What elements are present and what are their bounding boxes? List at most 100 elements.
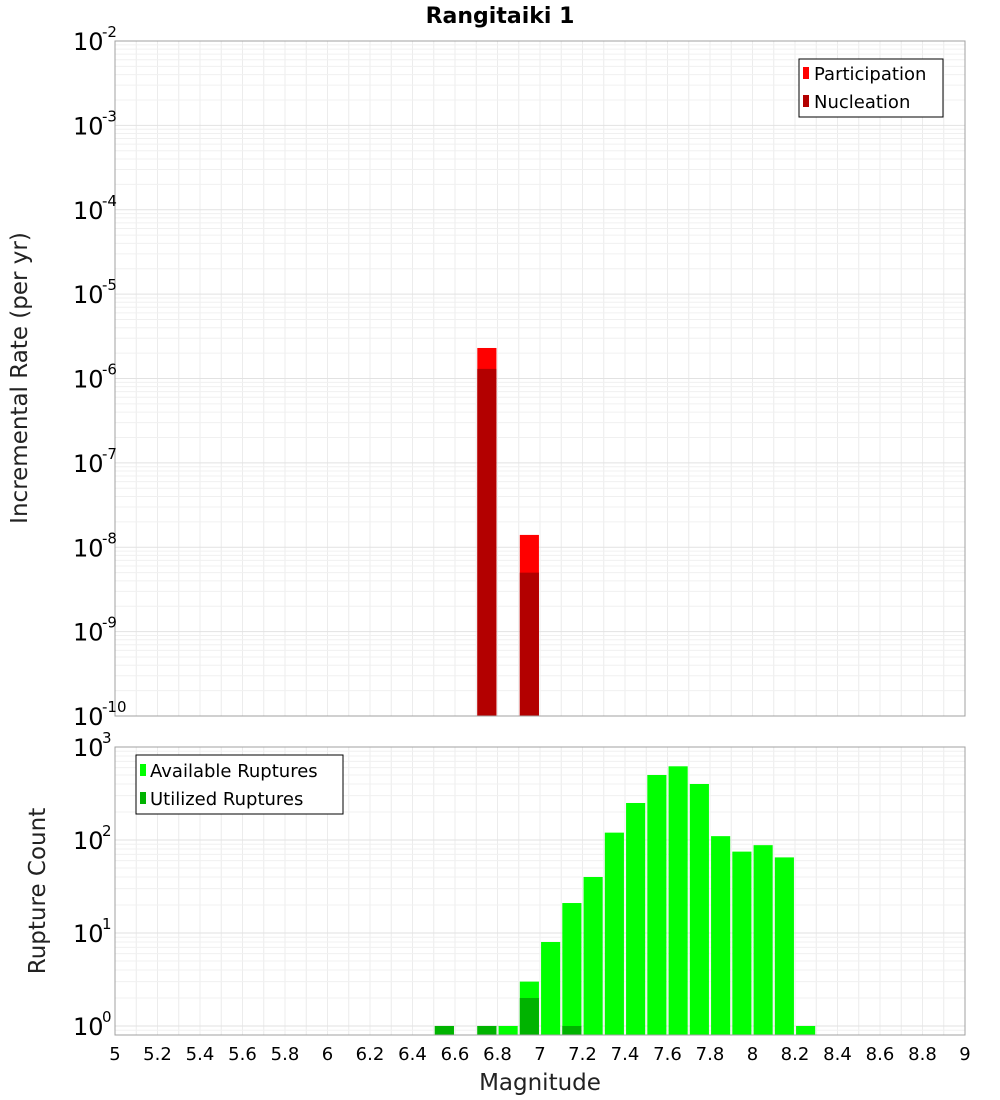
- bar-available-ruptures: [774, 857, 794, 1035]
- y-tick-base: 10: [73, 920, 104, 948]
- bar-available-ruptures: [732, 851, 752, 1035]
- bar-available-ruptures: [583, 877, 603, 1035]
- x-tick-label: 8.6: [866, 1044, 895, 1065]
- x-tick-label: 7.2: [568, 1044, 597, 1065]
- legend-swatch-nucleation: [803, 95, 809, 107]
- bar-available-ruptures: [711, 836, 731, 1035]
- y-tick-exponent: -5: [102, 276, 117, 294]
- bar-available-ruptures: [626, 802, 646, 1035]
- bar-available-ruptures: [647, 774, 667, 1035]
- legend-swatch-utilized: [140, 792, 146, 804]
- legend-label-available: Available Ruptures: [150, 761, 318, 782]
- y-tick-base: 10: [73, 734, 104, 762]
- top-grid: [114, 40, 966, 717]
- bottom-plot-frame: [114, 746, 966, 1036]
- bar-available-ruptures: [796, 1025, 816, 1035]
- x-tick-label: 6.6: [441, 1044, 470, 1065]
- y-tick-exponent: -10: [102, 698, 127, 716]
- y-tick-base: 10: [73, 619, 104, 647]
- bottom-legend: Available Ruptures Utilized Ruptures: [135, 754, 344, 815]
- bar-utilized-ruptures: [519, 997, 539, 1035]
- y-tick-label: 10-5: [73, 276, 117, 309]
- legend-swatch-participation: [803, 67, 809, 79]
- bar-utilized-ruptures: [562, 1025, 582, 1035]
- x-tick-label: 8.4: [823, 1044, 852, 1065]
- y-tick-label: 10-6: [73, 361, 117, 394]
- x-tick-label: 6.8: [483, 1044, 512, 1065]
- y-tick-exponent: 2: [102, 822, 112, 840]
- top-bars: [477, 347, 539, 716]
- bottom-grid: [114, 746, 966, 1036]
- x-tick-label: 6: [322, 1044, 333, 1065]
- y-tick-label: 10-9: [73, 614, 117, 647]
- bar-available-ruptures: [562, 903, 582, 1035]
- y-tick-base: 10: [73, 112, 104, 140]
- bar-available-ruptures: [498, 1025, 518, 1035]
- y-tick-base: 10: [73, 1013, 104, 1041]
- y-tick-label: 10-3: [73, 107, 117, 140]
- x-tick-label: 7.8: [696, 1044, 725, 1065]
- y-tick-label: 103: [73, 729, 112, 762]
- y-tick-base: 10: [73, 197, 104, 225]
- bar-available-ruptures: [604, 832, 624, 1035]
- y-tick-label: 10-2: [73, 23, 117, 56]
- y-tick-base: 10: [73, 703, 104, 731]
- bar-nucleation: [477, 368, 497, 716]
- bottom-y-axis-label: Rupture Count: [25, 808, 51, 974]
- y-tick-base: 10: [73, 281, 104, 309]
- y-tick-exponent: 3: [102, 729, 112, 747]
- legend-label-nucleation: Nucleation: [814, 92, 910, 113]
- y-tick-base: 10: [73, 534, 104, 562]
- bar-available-ruptures: [753, 845, 773, 1035]
- x-tick-label: 6.4: [398, 1044, 427, 1065]
- y-tick-exponent: -9: [102, 614, 117, 632]
- y-tick-base: 10: [73, 366, 104, 394]
- legend-label-utilized: Utilized Ruptures: [150, 789, 303, 810]
- y-tick-base: 10: [73, 827, 104, 855]
- x-tick-label: 5.6: [228, 1044, 257, 1065]
- bottom-bars: [434, 766, 816, 1035]
- x-tick-label: 5.4: [186, 1044, 215, 1065]
- y-tick-exponent: 0: [102, 1008, 112, 1026]
- y-tick-exponent: -4: [102, 192, 117, 210]
- y-tick-base: 10: [73, 28, 104, 56]
- bar-available-ruptures: [541, 942, 561, 1035]
- x-tick-label: 7: [534, 1044, 545, 1065]
- x-tick-label: 7.6: [653, 1044, 682, 1065]
- y-tick-exponent: -2: [102, 23, 117, 41]
- top-legend: Participation Nucleation: [798, 58, 944, 118]
- y-tick-label: 101: [73, 915, 112, 948]
- bar-nucleation: [519, 572, 539, 716]
- x-tick-label: 8.8: [908, 1044, 937, 1065]
- bar-utilized-ruptures: [477, 1025, 497, 1035]
- x-tick-label: 8.2: [781, 1044, 810, 1065]
- x-tick-label: 5.8: [271, 1044, 300, 1065]
- x-tick-label: 6.2: [356, 1044, 385, 1065]
- x-tick-label: 7.4: [611, 1044, 640, 1065]
- y-tick-label: 10-7: [73, 445, 117, 478]
- legend-label-participation: Participation: [814, 64, 926, 85]
- x-tick-label: 5: [109, 1044, 120, 1065]
- y-tick-label: 102: [73, 822, 112, 855]
- chart-title: Rangitaiki 1: [426, 4, 575, 29]
- x-tick-label: 8: [747, 1044, 758, 1065]
- bar-utilized-ruptures: [434, 1025, 454, 1035]
- y-tick-exponent: 1: [102, 915, 112, 933]
- y-tick-base: 10: [73, 450, 104, 478]
- bar-available-ruptures: [668, 766, 688, 1035]
- x-tick-label: 9: [959, 1044, 970, 1065]
- y-tick-exponent: -6: [102, 361, 117, 379]
- top-y-axis-label: Incremental Rate (per yr): [7, 232, 33, 524]
- y-tick-label: 100: [73, 1008, 112, 1041]
- y-tick-exponent: -7: [102, 445, 117, 463]
- legend-swatch-available: [140, 764, 146, 776]
- x-tick-label: 5.2: [143, 1044, 172, 1065]
- y-tick-label: 10-4: [73, 192, 117, 225]
- x-axis-label: Magnitude: [479, 1070, 601, 1096]
- y-tick-label: 10-10: [73, 698, 127, 731]
- top-plot-frame: [114, 40, 966, 717]
- bar-available-ruptures: [689, 784, 709, 1035]
